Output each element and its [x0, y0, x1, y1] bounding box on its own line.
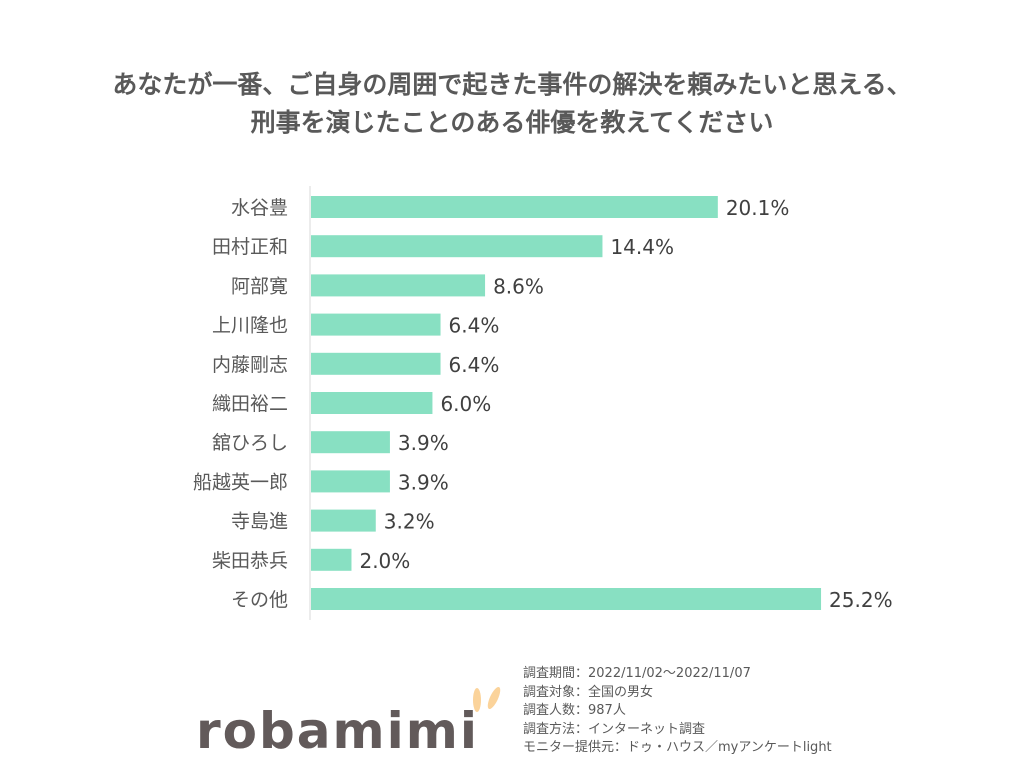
note-method: 調査方法：インターネット調査 [523, 721, 706, 737]
bar [311, 274, 486, 297]
category-label: 舘ひろし [212, 432, 288, 454]
category-label: 柴田恭兵 [212, 550, 288, 572]
data-label: 2.0% [359, 549, 410, 573]
bar [311, 588, 822, 610]
bar [311, 313, 441, 336]
bar [311, 196, 718, 218]
data-label: 6.4% [449, 353, 500, 377]
bar [311, 470, 390, 493]
category-label: 織田裕二 [212, 393, 288, 415]
title-line-1: あなたが一番、ご自身の周囲で起きた事件の解決を頼みたいと思える、 [112, 70, 912, 99]
category-label: 上川隆也 [212, 315, 288, 337]
note-count: 調査人数：987人 [523, 703, 626, 718]
data-label: 3.2% [384, 510, 435, 534]
data-label: 8.6% [493, 274, 544, 298]
data-label: 6.0% [440, 392, 491, 416]
bar [311, 392, 433, 414]
bar [311, 431, 390, 454]
title-line-2: 刑事を演じたことのある俳優を教えてください [250, 108, 774, 137]
data-label: 14.4% [610, 235, 674, 259]
category-label: 船越英一郎 [193, 471, 288, 493]
note-target: 調査対象：全国の男女 [523, 684, 654, 700]
category-label: 阿部寛 [231, 275, 288, 297]
data-label: 25.2% [829, 588, 893, 612]
note-provider: モニター提供元：ドゥ・ハウス／myアンケートlight [523, 740, 832, 755]
category-label: その他 [231, 589, 288, 611]
note-period: 調査期間：2022/11/02～2022/11/07 [523, 666, 751, 681]
bar [311, 235, 603, 258]
bar [311, 548, 352, 571]
data-label: 6.4% [449, 314, 500, 338]
bar [311, 509, 376, 532]
category-label: 田村正和 [212, 236, 288, 258]
data-label: 20.1% [726, 196, 790, 220]
data-label: 3.9% [398, 470, 449, 494]
chart-title: あなたが一番、ご自身の周囲で起きた事件の解決を頼みたいと思える、 刑事を演じたこ… [0, 66, 1024, 142]
category-label: 内藤剛志 [212, 354, 288, 376]
data-label: 3.9% [398, 431, 449, 455]
survey-notes: 調査期間：2022/11/02～2022/11/07 調査対象：全国の男女 調査… [523, 665, 832, 758]
category-label: 水谷豊 [231, 197, 288, 219]
category-label: 寺島進 [231, 511, 288, 533]
bar [311, 352, 441, 375]
